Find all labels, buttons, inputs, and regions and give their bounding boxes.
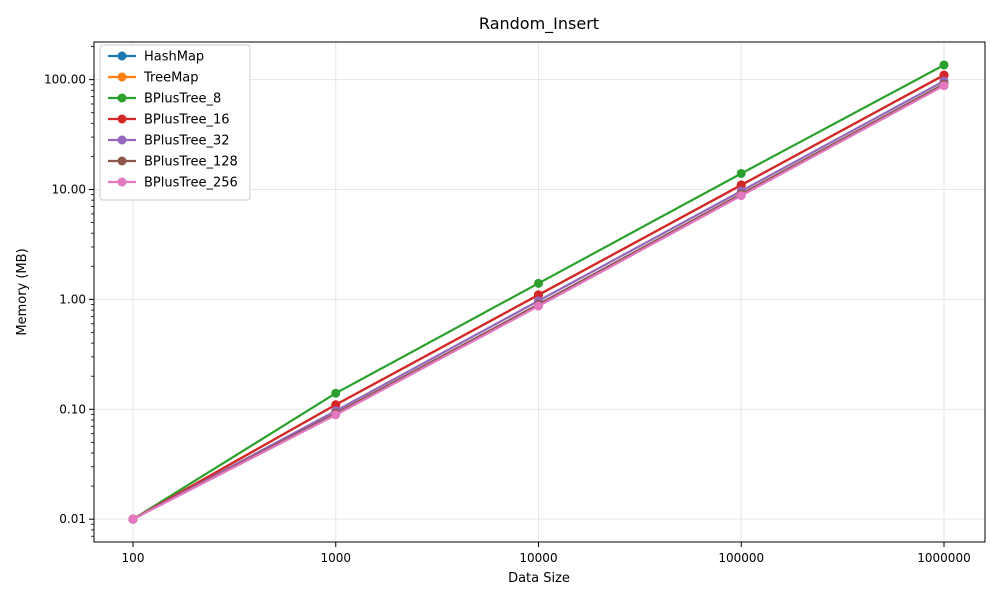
y-axis: 0.01 0.10 1.00 10.00 100.00 — [44, 46, 94, 537]
legend-label: BPlusTree_128 — [144, 155, 238, 170]
legend-label: BPlusTree_256 — [144, 176, 238, 191]
x-tick-label: 10000 — [519, 551, 557, 565]
series-layer — [128, 60, 949, 524]
x-tick-label: 100 — [122, 551, 145, 565]
legend-label: HashMap — [144, 50, 204, 65]
legend-item: BPlusTree_256 — [108, 176, 238, 191]
legend-label: BPlusTree_16 — [144, 113, 230, 128]
legend-label: TreeMap — [143, 71, 199, 86]
data-point — [736, 168, 746, 178]
data-point — [736, 191, 746, 201]
y-tick-label: 0.10 — [59, 402, 86, 416]
x-axis: 100 1000 10000 100000 1000000 — [122, 542, 971, 565]
y-tick-label: 0.01 — [59, 512, 86, 526]
data-point — [939, 81, 949, 91]
x-axis-label: Data Size — [508, 571, 570, 586]
y-tick-label: 10.00 — [52, 183, 86, 197]
data-point — [939, 60, 949, 70]
legend-swatch-marker — [117, 177, 127, 187]
data-point — [331, 388, 341, 398]
legend-swatch-marker — [117, 135, 127, 145]
legend-item: HashMap — [108, 50, 204, 65]
legend-swatch-marker — [117, 93, 127, 103]
legend-swatch-marker — [117, 156, 127, 166]
legend-item: BPlusTree_128 — [108, 155, 238, 170]
chart-title: Random_Insert — [479, 14, 599, 34]
x-tick-label: 1000 — [320, 551, 351, 565]
legend-item: BPlusTree_32 — [108, 134, 230, 149]
legend-box — [99, 44, 251, 201]
series-BPlusTree_256 — [128, 81, 949, 524]
y-tick-label: 1.00 — [59, 292, 86, 306]
legend-item: TreeMap — [108, 71, 199, 86]
y-tick-label: 100.00 — [44, 73, 86, 87]
y-axis-label: Memory (MB) — [15, 248, 30, 335]
x-tick-label: 1000000 — [917, 551, 970, 565]
legend-label: BPlusTree_32 — [144, 134, 230, 149]
plot-frame — [93, 41, 986, 543]
data-point — [331, 410, 341, 420]
legend-swatch-marker — [117, 114, 127, 124]
data-point — [128, 514, 138, 524]
x-tick-label: 100000 — [718, 551, 764, 565]
data-point — [534, 278, 543, 288]
legend-swatch-marker — [117, 51, 127, 61]
legend-label: BPlusTree_8 — [144, 92, 221, 107]
data-point — [534, 301, 543, 311]
legend-swatch-marker — [117, 72, 127, 82]
legend-item: BPlusTree_16 — [108, 113, 230, 128]
legend: HashMap TreeMap BPlusTree_8 BPlusTree_16 BPl… — [99, 44, 251, 201]
legend-item: BPlusTree_8 — [108, 92, 221, 107]
